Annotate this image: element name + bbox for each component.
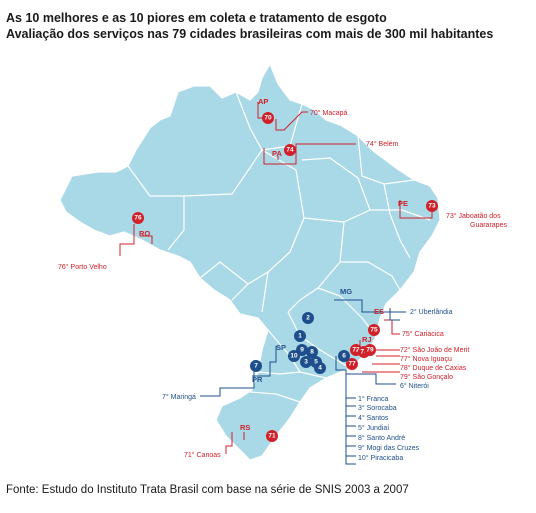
svg-text:8: 8 bbox=[310, 349, 314, 356]
svg-text:70: 70 bbox=[264, 115, 272, 122]
label-uberlandia: 2° Uberlândia bbox=[410, 308, 453, 316]
marker-77[interactable]: 77 bbox=[346, 358, 358, 370]
title-line-1: As 10 melhores e as 10 piores em coleta … bbox=[6, 11, 387, 25]
marker-74[interactable]: 74 bbox=[284, 144, 296, 156]
marker-79[interactable]: 79 bbox=[364, 344, 376, 356]
label-sao-joao: 72° São João de Merit bbox=[400, 346, 469, 354]
marker-6[interactable]: 6 bbox=[338, 350, 350, 362]
marker-8[interactable]: 8 bbox=[306, 346, 318, 358]
label-porto-velho: 76° Porto Velho bbox=[58, 263, 107, 271]
label-franca: 1° Franca bbox=[358, 395, 389, 403]
map-title: As 10 melhores e as 10 piores em coleta … bbox=[6, 10, 534, 42]
label-cariacica: 75° Cariacica bbox=[402, 330, 444, 338]
marker-70[interactable]: 70 bbox=[262, 112, 274, 124]
marker-3[interactable]: 3 bbox=[300, 356, 312, 368]
marker-75[interactable]: 75 bbox=[368, 324, 380, 336]
svg-text:10: 10 bbox=[290, 353, 298, 360]
label-santo-andre: 8° Santo André bbox=[358, 434, 405, 442]
state-ro: RO bbox=[139, 229, 150, 238]
marker-7[interactable]: 7 bbox=[250, 360, 262, 372]
svg-text:73: 73 bbox=[428, 203, 436, 210]
label-canoas: 71° Canoas bbox=[184, 451, 221, 459]
worst-connectors bbox=[119, 102, 433, 454]
svg-text:7: 7 bbox=[254, 363, 258, 370]
state-sp: SP bbox=[276, 343, 286, 352]
title-line-2: Avaliação dos serviços nas 79 cidades br… bbox=[6, 27, 494, 41]
label-jundiai: 5° Jundiaí bbox=[358, 424, 389, 432]
marker-73[interactable]: 73 bbox=[426, 200, 438, 212]
svg-text:4: 4 bbox=[318, 365, 322, 372]
label-nova-iguacu: 77° Nova Iguaçu bbox=[400, 355, 452, 363]
label-santos: 4° Santos bbox=[358, 414, 389, 422]
source-note: Fonte: Estudo do Instituto Trata Brasil … bbox=[6, 484, 409, 496]
svg-text:3: 3 bbox=[304, 359, 308, 366]
state-pe: PE bbox=[398, 199, 408, 208]
svg-text:71: 71 bbox=[268, 433, 276, 440]
worst-markers: 70 74 73 76 75 72 78 79 77 71 bbox=[132, 112, 438, 442]
svg-text:9: 9 bbox=[300, 347, 304, 354]
marker-4[interactable]: 4 bbox=[314, 362, 326, 374]
marker-76[interactable]: 76 bbox=[132, 212, 144, 224]
label-piracicaba: 10° Piracicaba bbox=[358, 454, 403, 462]
marker-2[interactable]: 2 bbox=[302, 312, 314, 324]
svg-text:78: 78 bbox=[360, 349, 368, 356]
label-macapa: 70° Macapá bbox=[310, 109, 348, 117]
best-markers: 2 1 9 8 10 3 5 4 6 7 bbox=[250, 312, 350, 374]
svg-text:75: 75 bbox=[370, 327, 378, 334]
marker-71[interactable]: 71 bbox=[266, 430, 278, 442]
state-pa: PA bbox=[272, 149, 282, 158]
svg-text:6: 6 bbox=[342, 353, 346, 360]
label-sorocaba: 3° Sorocaba bbox=[358, 404, 397, 412]
label-duque: 78° Duque de Caxias bbox=[400, 364, 467, 372]
state-es: ES bbox=[374, 307, 384, 316]
svg-text:77: 77 bbox=[348, 361, 356, 368]
label-belem: 74° Belém bbox=[366, 140, 399, 148]
label-niteroi: 6° Niterói bbox=[400, 382, 429, 390]
marker-1[interactable]: 1 bbox=[294, 330, 306, 342]
label-jaboatao-2: Guararapes bbox=[470, 222, 507, 229]
state-pr: PR bbox=[252, 375, 263, 384]
svg-text:79: 79 bbox=[366, 347, 374, 354]
label-jaboatao-1: 73° Jaboatão dos bbox=[446, 212, 501, 220]
state-mg: MG bbox=[340, 287, 352, 296]
state-rj: RJ bbox=[362, 335, 372, 344]
svg-text:1: 1 bbox=[298, 333, 302, 340]
svg-text:74: 74 bbox=[286, 147, 294, 154]
best-connectors bbox=[200, 299, 406, 465]
state-rs: RS bbox=[240, 423, 250, 432]
svg-text:76: 76 bbox=[134, 215, 142, 222]
marker-10[interactable]: 10 bbox=[288, 350, 300, 362]
label-maringa: 7° Maringá bbox=[162, 393, 196, 401]
svg-text:72: 72 bbox=[352, 347, 360, 354]
svg-text:5: 5 bbox=[314, 359, 318, 366]
label-mogi: 9° Mogi das Cruzes bbox=[358, 444, 420, 452]
state-ap: AP bbox=[258, 97, 268, 106]
svg-text:2: 2 bbox=[306, 315, 310, 322]
label-sao-goncalo: 79° São Gonçalo bbox=[400, 373, 453, 381]
